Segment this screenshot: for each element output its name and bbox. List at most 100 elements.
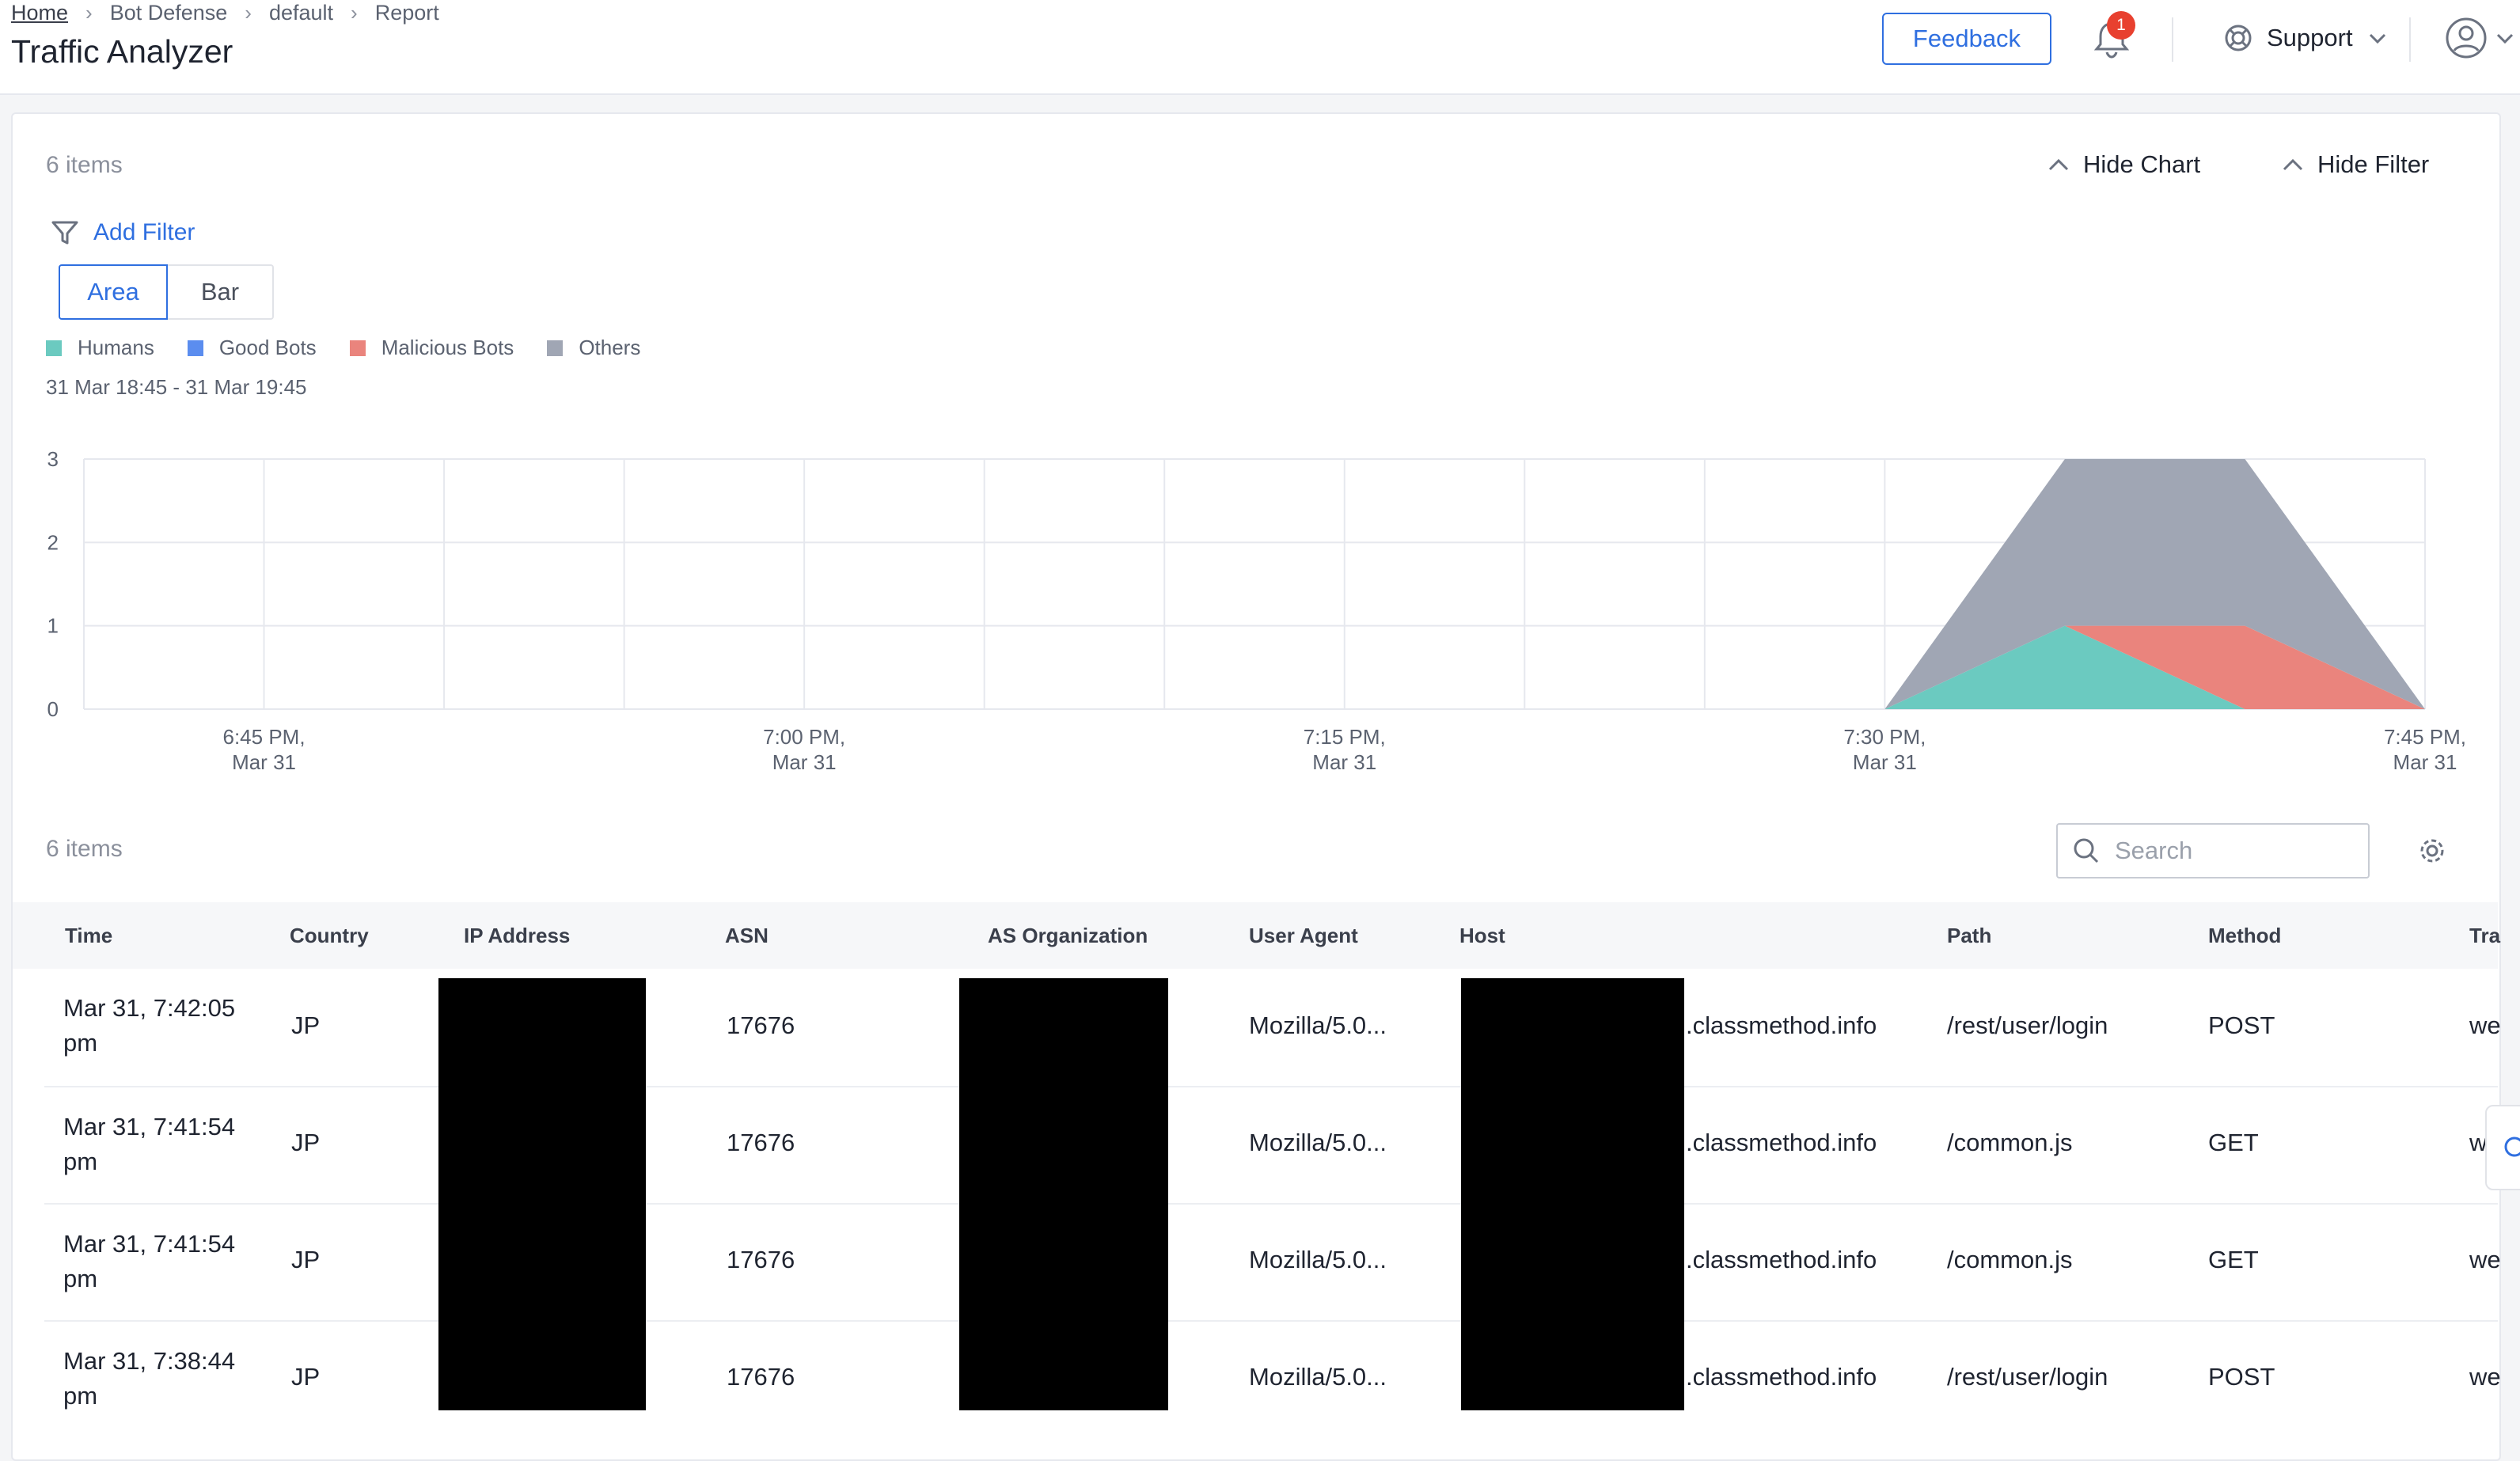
column-header-asn[interactable]: ASN <box>725 923 769 947</box>
column-header-tra[interactable]: Tra <box>2469 923 2501 947</box>
cell-time: Mar 31, 7:41:54 pm <box>63 1113 236 1175</box>
y-tick-label: 1 <box>47 614 59 638</box>
cell-method: POST <box>2208 1011 2275 1039</box>
hide-filter-button[interactable]: Hide Filter <box>2281 150 2429 179</box>
cell-time: Mar 31, 7:38:44 pm <box>63 1347 236 1410</box>
chevron-right-icon: › <box>85 0 93 25</box>
time-range: 31 Mar 18:45 - 31 Mar 19:45 <box>46 375 307 399</box>
cell-asn: 17676 <box>727 1246 795 1273</box>
legend-label: Humans <box>78 336 154 359</box>
chevron-up-icon <box>2283 158 2303 171</box>
search-input[interactable] <box>2113 836 2354 866</box>
page-title: Traffic Analyzer <box>11 33 233 70</box>
x-tick-label: 7:15 PM, Mar 31 <box>1304 725 1386 774</box>
chevron-right-icon: › <box>351 0 358 25</box>
table-row[interactable]: Mar 31, 7:42:05 pm JP 17676 Mozilla/5.0.… <box>44 969 2501 1087</box>
breadcrumb-report: Report <box>374 0 439 25</box>
legend-item[interactable]: Good Bots <box>187 336 317 360</box>
legend-swatch <box>349 340 366 356</box>
cell-time: Mar 31, 7:42:05 pm <box>63 994 236 1057</box>
area-series-malicious-bots <box>84 625 2425 709</box>
y-tick-label: 2 <box>47 530 59 554</box>
column-header-path[interactable]: Path <box>1947 923 1992 947</box>
support-icon <box>2225 25 2252 51</box>
cell-user-agent: Mozilla/5.0... <box>1249 1011 1387 1039</box>
support-label: Support <box>2267 24 2353 51</box>
redacted-host-column <box>1461 978 1684 1410</box>
column-header-country[interactable]: Country <box>290 923 369 947</box>
chart-type-toggle: Area Bar <box>59 264 274 320</box>
cell-host: .classmethod.info <box>1686 1246 1877 1273</box>
legend-label: Good Bots <box>218 336 317 359</box>
divider <box>2409 17 2411 62</box>
column-header-user-agent[interactable]: User Agent <box>1249 923 1358 947</box>
divider <box>2172 17 2173 62</box>
gear-icon[interactable] <box>2417 836 2447 866</box>
cell-path: /rest/user/login <box>1947 1363 2108 1391</box>
cell-trailing: we <box>2469 1363 2501 1391</box>
cell-method: POST <box>2208 1363 2275 1391</box>
breadcrumb: Home › Bot Defense › default › Report <box>11 0 439 25</box>
hide-filter-label: Hide Filter <box>2317 150 2430 178</box>
search-icon <box>2074 838 2099 863</box>
table-header: Time Country IP Address ASN AS Organizat… <box>13 902 2501 969</box>
cell-asn: 17676 <box>727 1011 795 1039</box>
user-menu[interactable] <box>2444 16 2515 60</box>
help-icon <box>2504 1137 2520 1157</box>
notification-badge: 1 <box>2107 11 2135 40</box>
column-header-as-organization[interactable]: AS Organization <box>988 923 1148 947</box>
cell-method: GET <box>2208 1246 2259 1273</box>
side-panel-tab[interactable] <box>2485 1105 2520 1190</box>
cell-host: .classmethod.info <box>1686 1129 1877 1156</box>
table-row[interactable]: Mar 31, 7:41:54 pm JP 17676 Mozilla/5.0.… <box>44 1203 2501 1322</box>
search-box <box>2056 823 2370 878</box>
top-bar: Home › Bot Defense › default › Report Tr… <box>0 0 2520 95</box>
hide-chart-label: Hide Chart <box>2083 150 2201 178</box>
add-filter-button[interactable]: Add Filter <box>51 218 195 247</box>
breadcrumb-home[interactable]: Home <box>11 0 69 25</box>
column-header-host[interactable]: Host <box>1459 923 1505 947</box>
cell-path: /common.js <box>1947 1246 2073 1273</box>
table-row[interactable]: Mar 31, 7:41:54 pm JP 17676 Mozilla/5.0.… <box>44 1086 2498 1205</box>
area-series-humans <box>84 625 2425 709</box>
chart-type-area[interactable]: Area <box>59 264 168 320</box>
legend-item[interactable]: Others <box>547 336 640 360</box>
cell-trailing: we <box>2469 1246 2501 1273</box>
legend-swatch <box>46 340 62 356</box>
hide-chart-button[interactable]: Hide Chart <box>2047 150 2200 179</box>
redacted-as-org-column <box>959 978 1168 1410</box>
chevron-down-icon <box>2496 33 2514 44</box>
chart-legend: Humans Good Bots Malicious Bots Others <box>46 336 674 360</box>
cell-country: JP <box>291 1363 321 1391</box>
support-menu[interactable]: Support <box>2222 16 2400 60</box>
breadcrumb-default[interactable]: default <box>268 0 334 25</box>
report-card <box>11 112 2501 1461</box>
legend-label: Others <box>579 336 641 359</box>
chevron-right-icon: › <box>245 0 252 25</box>
chart-items-count: 6 items <box>46 152 123 178</box>
user-avatar-icon <box>2446 17 2487 59</box>
column-header-ip-address[interactable]: IP Address <box>464 923 571 947</box>
cell-country: JP <box>291 1011 321 1039</box>
y-tick-label: 0 <box>47 697 59 721</box>
cell-user-agent: Mozilla/5.0... <box>1249 1129 1387 1156</box>
column-header-method[interactable]: Method <box>2208 923 2282 947</box>
cell-country: JP <box>291 1129 321 1156</box>
chart-type-bar[interactable]: Bar <box>168 264 274 320</box>
table-items-count: 6 items <box>46 836 123 862</box>
cell-user-agent: Mozilla/5.0... <box>1249 1246 1387 1273</box>
legend-item[interactable]: Malicious Bots <box>349 336 514 360</box>
cell-method: GET <box>2208 1129 2259 1156</box>
x-tick-label: 7:45 PM, Mar 31 <box>2384 725 2466 774</box>
legend-label: Malicious Bots <box>381 336 514 359</box>
column-header-time[interactable]: Time <box>65 923 113 947</box>
redacted-ip-column <box>438 978 646 1410</box>
legend-swatch <box>187 340 203 356</box>
cell-trailing: w <box>2469 1129 2488 1156</box>
table-row[interactable]: Mar 31, 7:38:44 pm JP 17676 Mozilla/5.0.… <box>44 1320 2501 1421</box>
cell-country: JP <box>291 1246 321 1273</box>
legend-item[interactable]: Humans <box>46 336 154 360</box>
breadcrumb-bot-defense[interactable]: Bot Defense <box>109 0 228 25</box>
cell-trailing: we <box>2469 1011 2501 1039</box>
feedback-button[interactable]: Feedback <box>1882 13 2051 65</box>
